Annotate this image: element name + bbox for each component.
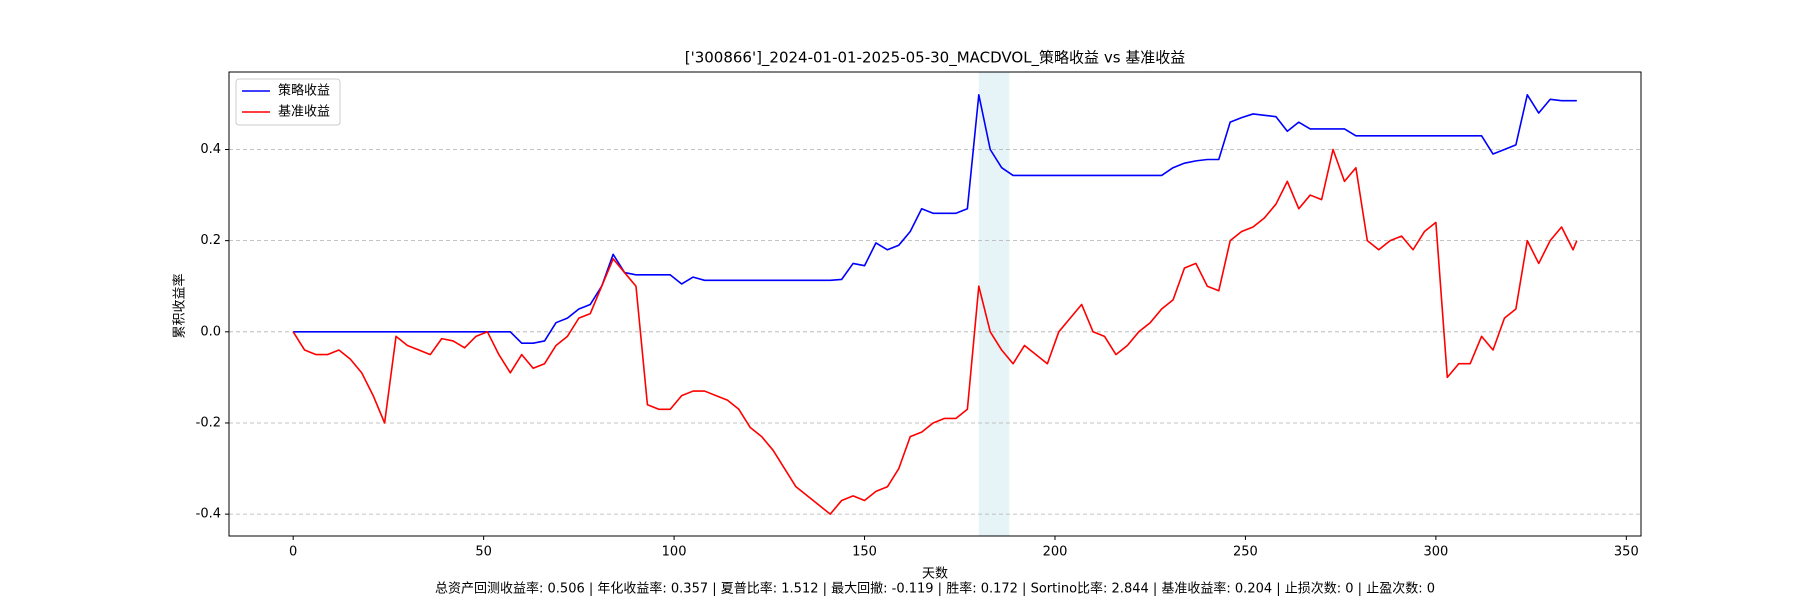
- x-tick-label: 250: [1233, 545, 1258, 560]
- legend-label: 策略收益: [278, 83, 330, 99]
- x-tick-label: 300: [1423, 545, 1448, 560]
- y-tick-label: 0.2: [200, 233, 221, 248]
- y-tick-label: -0.4: [196, 507, 221, 522]
- x-tick-label: 0: [289, 545, 297, 560]
- y-tick-label: 0.4: [200, 142, 221, 157]
- y-tick-label: -0.2: [196, 415, 221, 430]
- y-tick-label: 0.0: [200, 324, 221, 339]
- chart-title: ['300866']_2024-01-01-2025-05-30_MACDVOL…: [685, 49, 1186, 68]
- y-axis-label: 累积收益率: [172, 273, 188, 338]
- x-tick-label: 100: [662, 545, 687, 560]
- series-line: [293, 93, 1577, 344]
- x-axis-label: 天数: [922, 567, 948, 582]
- x-tick-label: 350: [1614, 545, 1639, 560]
- plot-frame: [228, 71, 1642, 537]
- x-tick-label: 50: [475, 545, 492, 560]
- footer: 总资产回测收益率: 0.506 | 年化收益率: 0.357 | 夏普比率: 1…: [435, 581, 1435, 597]
- x-tick-label: 200: [1043, 545, 1068, 560]
- legend-label: 基准收益: [278, 105, 330, 120]
- x-tick-label: 150: [852, 545, 877, 560]
- series-line: [292, 148, 1578, 515]
